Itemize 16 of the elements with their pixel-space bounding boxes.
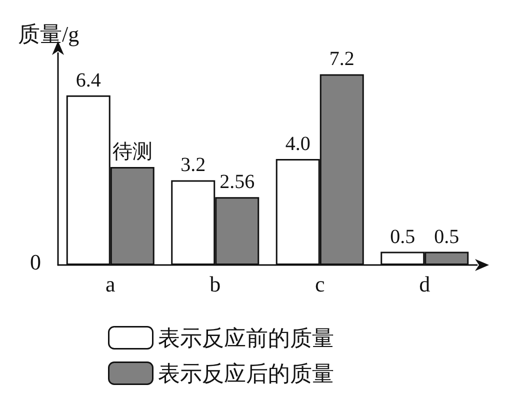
x-tick-label: a — [105, 272, 116, 296]
data-label: 0.5 — [434, 226, 460, 248]
x-tick-label: d — [419, 272, 430, 296]
legend-label: 表示反应后的质量 — [158, 360, 334, 386]
data-label: 6.4 — [76, 69, 101, 92]
data-label: 7.2 — [329, 48, 354, 70]
data-label: 3.2 — [180, 154, 206, 176]
x-tick-label: c — [314, 272, 325, 296]
data-label: 4.0 — [285, 133, 310, 155]
data-label: 0.5 — [390, 226, 416, 248]
text: 0 — [30, 250, 41, 274]
data-label: 待测 — [112, 140, 152, 163]
legend-label: 表示反应前的质量 — [158, 325, 334, 350]
data-label: 2.56 — [220, 171, 255, 194]
x-tick-label: b — [210, 272, 221, 296]
y-axis-title: 质量/g — [18, 22, 80, 46]
